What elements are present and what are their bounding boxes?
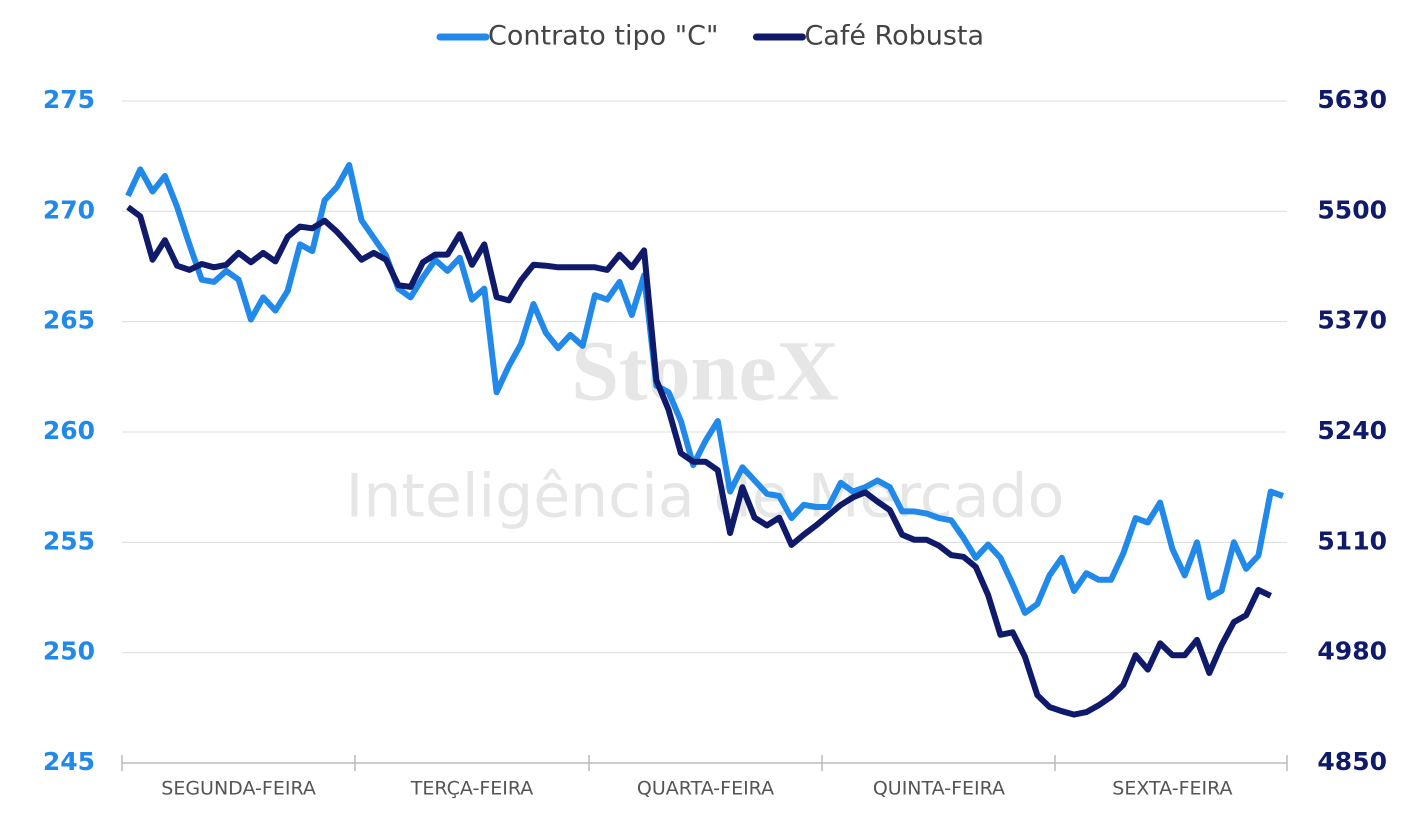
y-tick-label: 275 xyxy=(43,85,95,114)
y2-tick-label: 4850 xyxy=(1317,747,1387,776)
x-tick-label: QUARTA-FEIRA xyxy=(637,778,774,800)
watermark-title: StoneX xyxy=(571,323,839,419)
y-tick-label: 245 xyxy=(43,747,95,776)
y-tick-label: 260 xyxy=(43,416,95,445)
y-tick-label: 265 xyxy=(43,306,95,335)
y2-tick-label: 5370 xyxy=(1317,306,1387,335)
series-line xyxy=(126,204,1272,718)
legend-label: Café Robusta xyxy=(804,21,984,52)
legend-label: Contrato tipo "C" xyxy=(488,21,718,52)
y2-tick-label: 5240 xyxy=(1317,416,1387,445)
y2-tick-label: 5500 xyxy=(1317,195,1387,224)
x-axis xyxy=(121,755,1288,771)
x-tick-label: TERÇA-FEIRA xyxy=(410,778,534,800)
grid xyxy=(122,100,1287,654)
y2-tick-label: 5630 xyxy=(1317,85,1387,114)
y2-tick-label: 5110 xyxy=(1317,526,1387,555)
y2-tick-label: 4980 xyxy=(1317,637,1387,666)
y-tick-label: 250 xyxy=(43,637,95,666)
x-tick-label: QUINTA-FEIRA xyxy=(873,778,1005,800)
watermark-subtitle: Inteligência de Mercado xyxy=(346,462,1065,532)
y-tick-label: 270 xyxy=(43,195,95,224)
x-tick-label: SEXTA-FEIRA xyxy=(1112,778,1232,800)
series-line xyxy=(125,162,1285,616)
y-tick-label: 255 xyxy=(43,526,95,555)
x-tick-label: SEGUNDA-FEIRA xyxy=(161,778,316,800)
legend: Contrato tipo "C" Café Robusta xyxy=(436,21,984,52)
